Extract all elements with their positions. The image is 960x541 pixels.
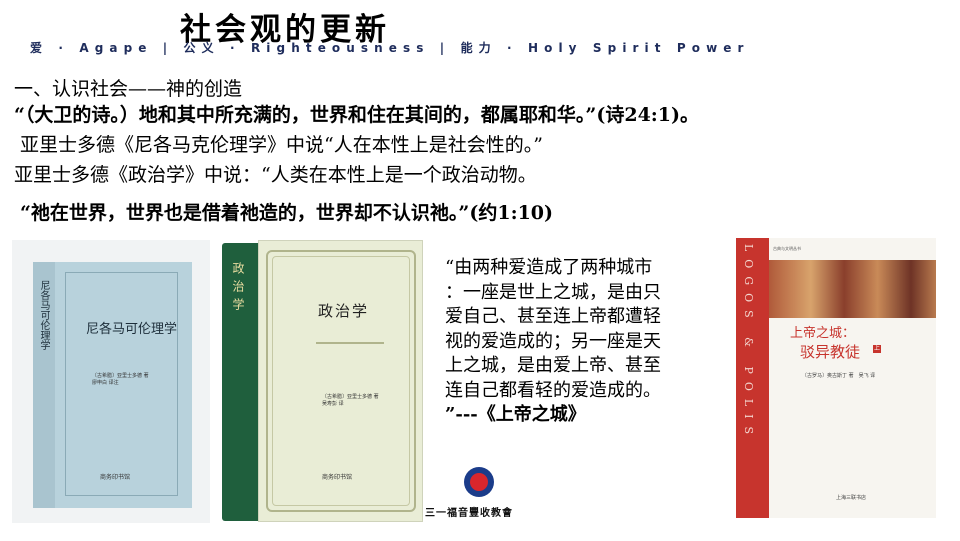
book2-spine <box>222 243 258 521</box>
book2-ornament <box>316 342 384 344</box>
book3-volume-badge: 上 <box>873 345 881 353</box>
book3-author: 〔古罗马〕奥古斯丁 著 吴飞 译 <box>802 373 876 379</box>
book2-inner-frame <box>272 256 410 506</box>
motto-banner: 爱 · Agape | 公义 · Righteousness | 能力 · Ho… <box>30 41 750 55</box>
book3-series: 古典与文明丛书 <box>773 246 801 251</box>
book3-title-line2: 驳异教徒 <box>800 343 861 361</box>
slide-title: 社会观的更新 <box>180 12 390 48</box>
book-politics <box>258 240 423 522</box>
book3-red-band <box>736 238 769 518</box>
church-name: 三一福音豐收教會 <box>425 508 513 519</box>
john-quote: “祂在世界，世界也是借着祂造的，世界却不认识祂。”(约1:10) <box>20 202 554 224</box>
book3-title-line1: 上帝之城： <box>790 326 856 341</box>
ethics-quote: 亚里士多德《尼各马克伦理学》中说“人在本性上是社会性的。” <box>20 134 543 156</box>
book2-publisher: 商务印书馆 <box>322 474 353 481</box>
book1-title: 尼各马可伦理学 <box>86 322 178 337</box>
book1-cover <box>55 262 192 508</box>
city-of-god-quote: “由两种爱造成了两种城市 ：一座是世上之城，是由只 爱自己、甚至连上帝都遭轻 视… <box>445 257 661 425</box>
book1-frame <box>65 272 178 496</box>
book1-spine <box>33 262 55 508</box>
psalm-quote: “（大卫的诗。）地和其中所充满的，世界和住在其间的，都属耶和华。”(诗24:1)… <box>14 104 700 126</box>
politics-quote: 亚里士多德《政治学》中说：“人类在本性上是一个政治动物。 <box>14 164 537 186</box>
book2-spine-title: 政治学 <box>231 262 245 316</box>
book3-spine-text: LOGOS & POLIS <box>742 244 755 443</box>
book2-author: 〔古希腊〕亚里士多德 著吴寿彭 译 <box>322 394 379 407</box>
book2-frame <box>266 250 416 512</box>
section-heading: 一、认识社会——神的创造 <box>14 78 243 100</box>
book1-spine-title: 尼各马可伦理学 <box>38 280 49 350</box>
book3-painting <box>769 260 936 318</box>
book2-title: 政治学 <box>318 302 370 320</box>
book1-publisher: 商务印书馆 <box>100 474 131 481</box>
book3-publisher: 上海三联书店 <box>836 495 867 501</box>
church-logo-cross-icon <box>470 473 488 491</box>
book1-author: 〔古希腊〕亚里士多德 著廖申白 译注 <box>92 373 149 386</box>
